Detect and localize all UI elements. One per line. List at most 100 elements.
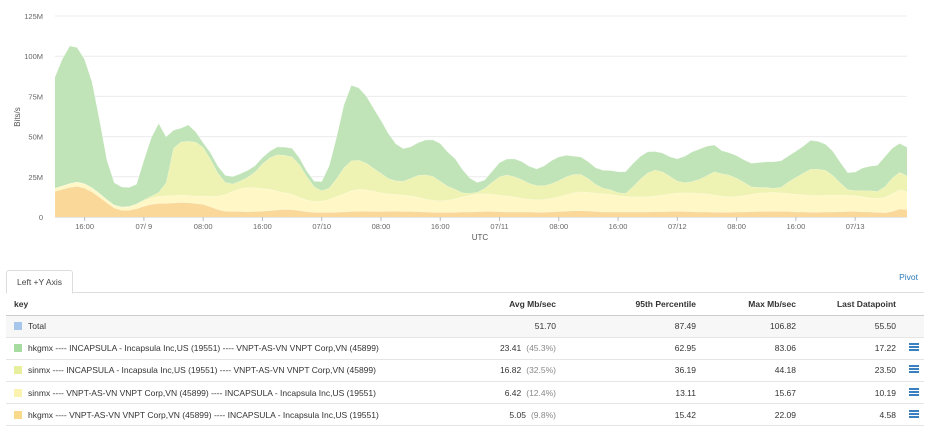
series-area (55, 186, 907, 217)
series-swatch (14, 322, 22, 331)
x-tick-label: 07/13 (846, 222, 865, 231)
row-last: 17.22 (804, 337, 904, 360)
row-menu-cell (904, 359, 924, 383)
x-tick-label: 16:00 (75, 222, 94, 231)
row-key: Total (28, 321, 46, 332)
menu-icon[interactable] (909, 343, 919, 352)
series-swatch (14, 410, 22, 419)
row-pct: (9.8%) (530, 409, 556, 420)
row-avg-cell: 23.41 (45.3%) (484, 337, 564, 360)
row-avg: 51.70 (534, 321, 556, 332)
tab-left-y-axis[interactable]: Left +Y Axis (6, 270, 73, 294)
row-p95: 87.49 (564, 315, 704, 338)
row-max: 106.82 (704, 315, 804, 338)
y-tick-label: 50M (28, 133, 43, 142)
y-tick-label: 125M (24, 12, 43, 21)
y-tick-label: 25M (28, 173, 43, 182)
row-key: hkgmx ---- INCAPSULA - Incapsula Inc,US … (28, 343, 379, 354)
row-p95: 36.19 (564, 359, 704, 383)
header-p95: 95th Percentile (564, 293, 704, 316)
table-row: hkgmx ---- VNPT-AS-VN VNPT Corp,VN (4589… (6, 403, 924, 427)
header-key: key (6, 293, 484, 316)
table-row: sinmx ---- VNPT-AS-VN VNPT Corp,VN (4589… (6, 381, 924, 405)
legend-table: key Avg Mb/sec 95th Percentile Max Mb/se… (6, 293, 924, 427)
x-tick-label: 08:00 (194, 222, 213, 231)
series-line (54, 45, 908, 188)
row-menu-cell (904, 381, 924, 405)
x-tick-label: 16:00 (609, 222, 628, 231)
row-max: 44.18 (704, 359, 804, 383)
series-swatch (14, 388, 22, 397)
x-tick-label: 08:00 (372, 222, 391, 231)
axis-tabs: Left +Y Axis Pivot (6, 270, 924, 294)
header-avg: Avg Mb/sec (484, 293, 564, 316)
x-tick-label: 08:00 (727, 222, 746, 231)
table-row: hkgmx ---- INCAPSULA - Incapsula Inc,US … (6, 337, 924, 360)
row-avg-cell: 5.05 (9.8%) (484, 403, 564, 427)
row-last: 10.19 (804, 381, 904, 405)
y-tick-label: 75M (28, 92, 43, 101)
legend-table-header: key Avg Mb/sec 95th Percentile Max Mb/se… (6, 293, 924, 316)
row-last: 4.58 (804, 403, 904, 427)
header-last: Last Datapoint (804, 293, 904, 316)
x-tick-label: 07/ 9 (136, 222, 153, 231)
row-key-cell: sinmx ---- INCAPSULA - Incapsula Inc,US … (6, 359, 484, 383)
x-tick-label: 07/12 (668, 222, 687, 231)
row-last: 55.50 (804, 315, 904, 338)
row-pct: (45.3%) (526, 343, 556, 354)
legend-table-body: Total 51.70 87.49 106.82 55.50 hkgmx ---- INC… (6, 315, 924, 427)
menu-icon[interactable] (909, 387, 919, 396)
row-p95: 62.95 (564, 337, 704, 360)
row-avg: 16.82 (499, 365, 522, 376)
row-key-cell: hkgmx ---- INCAPSULA - Incapsula Inc,US … (6, 337, 484, 360)
row-avg: 23.41 (499, 343, 522, 354)
row-avg: 6.42 (504, 387, 522, 398)
row-key-cell: hkgmx ---- VNPT-AS-VN VNPT Corp,VN (4589… (6, 403, 484, 427)
menu-icon[interactable] (909, 365, 919, 374)
row-max: 15.67 (704, 381, 804, 405)
x-axis-ticks: 16:00 07/ 9 08:00 16:00 07/10 08:00 16:00 07/11… (75, 217, 865, 231)
row-avg-cell: 16.82 (32.5%) (484, 359, 564, 383)
row-key: sinmx ---- VNPT-AS-VN VNPT Corp,VN (4589… (28, 387, 376, 398)
row-key-cell: sinmx ---- VNPT-AS-VN VNPT Corp,VN (4589… (6, 381, 484, 405)
row-key: sinmx ---- INCAPSULA - Incapsula Inc,US … (28, 365, 376, 376)
row-p95: 13.11 (564, 381, 704, 405)
row-max: 83.06 (704, 337, 804, 360)
x-tick-label: 07/10 (312, 222, 331, 231)
x-tick-label: 16:00 (253, 222, 272, 231)
header-max: Max Mb/sec (704, 293, 804, 316)
row-avg: 5.05 (509, 409, 526, 420)
x-tick-label: 16:00 (786, 222, 805, 231)
row-pct: (32.5%) (526, 365, 556, 376)
y-axis-ticks: 0 25M 50M 75M 100M 125M (24, 12, 43, 222)
row-key: hkgmx ---- VNPT-AS-VN VNPT Corp,VN (4589… (28, 409, 379, 420)
y-axis-label: Bits/s (13, 107, 22, 127)
table-row: sinmx ---- INCAPSULA - Incapsula Inc,US … (6, 359, 924, 383)
x-tick-label: 07/11 (490, 222, 508, 231)
row-key-cell: Total (6, 315, 484, 338)
menu-icon[interactable] (909, 409, 919, 418)
pivot-link[interactable]: Pivot (899, 272, 918, 282)
table-row: Total 51.70 87.49 106.82 55.50 (6, 315, 924, 338)
x-tick-label: 08:00 (549, 222, 568, 231)
series-area (55, 141, 907, 208)
row-avg-cell: 6.42 (12.4%) (484, 381, 564, 405)
traffic-area-chart: 0 25M 50M 75M 100M 125M 16:00 07/ 9 08:00 16:00 0… (13, 12, 908, 242)
series-swatch (14, 366, 22, 375)
row-last: 23.50 (804, 359, 904, 383)
y-tick-label: 0 (39, 213, 43, 222)
chart-areas (54, 45, 908, 217)
series-area (55, 45, 907, 207)
row-menu-cell (904, 315, 924, 338)
row-p95: 15.42 (564, 403, 704, 427)
series-area (55, 182, 907, 213)
row-pct: (12.4%) (526, 387, 556, 398)
series-swatch (14, 344, 22, 353)
row-menu-cell (904, 403, 924, 427)
x-axis-label: UTC (472, 233, 489, 242)
x-tick-label: 16:00 (431, 222, 450, 231)
row-max: 22.09 (704, 403, 804, 427)
y-tick-label: 100M (24, 52, 43, 61)
row-avg-cell: 51.70 (484, 315, 564, 338)
header-menu (904, 293, 924, 316)
